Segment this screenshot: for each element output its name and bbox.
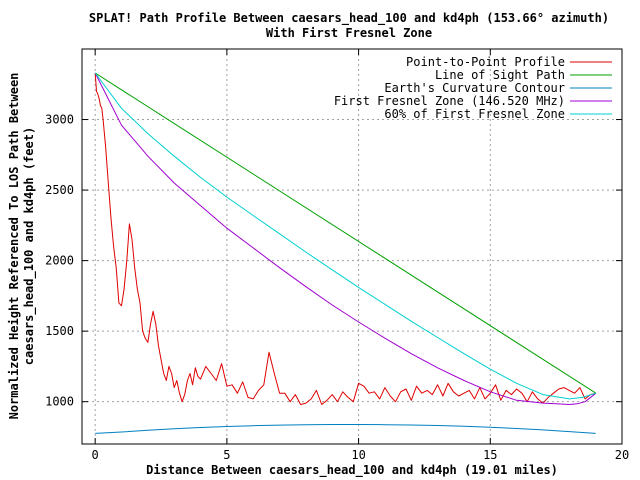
y-tick-label: 3000 (45, 113, 74, 127)
y-axis-label-line-1: Normalized Height Referenced To LOS Path… (7, 73, 21, 420)
series-line-2 (95, 424, 596, 434)
series-line-0 (94, 72, 596, 405)
y-tick-label: 2000 (45, 254, 74, 268)
y-tick-label: 1500 (45, 324, 74, 338)
x-tick-label: 20 (615, 448, 629, 462)
y-tick-label: 2500 (45, 183, 74, 197)
x-axis-label: Distance Between caesars_head_100 and kd… (146, 463, 558, 478)
chart-subtitle: With First Fresnel Zone (266, 26, 432, 40)
legend-label-4: 60% of First Fresnel Zone (384, 107, 565, 121)
legend-label-1: Line of Sight Path (435, 68, 565, 82)
series-line-4 (94, 72, 597, 400)
legend-label-3: First Fresnel Zone (146.520 MHz) (334, 94, 565, 108)
x-tick-label: 15 (483, 448, 497, 462)
series-group (94, 72, 597, 434)
chart-title: SPLAT! Path Profile Between caesars_head… (89, 11, 609, 26)
y-tick-label: 1000 (45, 395, 74, 409)
x-tick-label: 5 (223, 448, 230, 462)
series-line-1 (94, 72, 597, 394)
x-tick-label: 0 (92, 448, 99, 462)
plot-frame (81, 48, 623, 445)
legend-label-0: Point-to-Point Profile (406, 55, 565, 69)
series-line-3 (94, 72, 597, 405)
legend-label-2: Earth's Curvature Contour (384, 81, 565, 95)
x-tick-label: 10 (351, 448, 365, 462)
axis-ticks: 0 5 10 15 20 1000 1500 2000 2500 3000 (45, 49, 629, 462)
y-axis-label-line-2: caesars_head_100 and kd4ph (feet) (22, 127, 37, 365)
